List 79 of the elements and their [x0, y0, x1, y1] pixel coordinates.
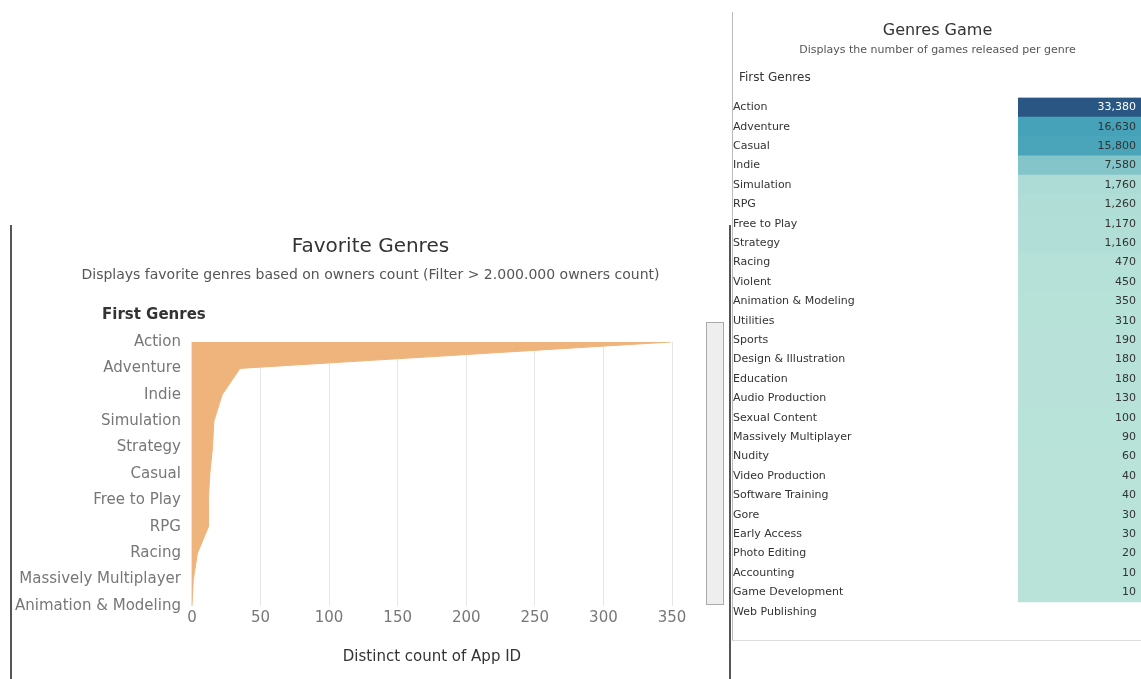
y-tick-label: Racing — [130, 543, 181, 562]
data-label: 310 — [1115, 313, 1136, 327]
y-axis-title: First Genres — [102, 305, 206, 323]
y-axis-title: First Genres — [739, 70, 811, 84]
y-tick-label: Nudity — [733, 449, 770, 463]
data-label: 1,160 — [1104, 235, 1136, 249]
x-tick-label: 100 — [314, 607, 344, 626]
y-tick-label: Sports — [733, 332, 769, 346]
y-tick-label: Web Publishing — [733, 604, 817, 618]
y-tick-label: Simulation — [101, 411, 181, 430]
y-tick-label: Action — [733, 100, 768, 114]
data-label: 470 — [1115, 255, 1136, 269]
data-label: 30 — [1122, 507, 1136, 521]
data-label: 40 — [1122, 468, 1136, 482]
data-label: 350 — [1115, 294, 1136, 308]
y-tick-label: Early Access — [733, 526, 803, 540]
y-tick-label: Accounting — [733, 565, 795, 579]
y-tick-label: Utilities — [733, 313, 775, 327]
y-tick-label: Free to Play — [733, 216, 798, 230]
data-label: 100 — [1115, 410, 1136, 424]
y-tick-label: Sexual Content — [733, 410, 818, 424]
data-label: 1,260 — [1104, 197, 1136, 211]
y-tick-label: Adventure — [103, 358, 181, 377]
y-tick-label: Photo Editing — [733, 546, 807, 560]
y-tick-label: Animation & Modeling — [733, 294, 855, 308]
chart-title: Favorite Genres — [290, 233, 451, 257]
data-label: 1,760 — [1104, 177, 1136, 191]
y-tick-label: Strategy — [116, 437, 182, 456]
x-tick-label: 300 — [589, 607, 618, 626]
data-label: 33,380 — [1097, 100, 1136, 114]
y-tick-label: Indie — [733, 158, 761, 172]
y-tick-label: Audio Production — [733, 391, 827, 405]
y-tick-label: Massively Multiplayer — [733, 429, 853, 443]
x-tick-label: 0 — [187, 607, 197, 626]
y-tick-label: RPG — [149, 516, 181, 535]
data-label: 60 — [1122, 449, 1136, 463]
chart-title: Genres Game — [881, 20, 994, 39]
data-label: 10 — [1122, 565, 1136, 579]
data-label: 7,580 — [1104, 158, 1136, 172]
chart-subtitle: Displays favorite genres based on owners count (Filter > 2.000.000 owners count) — [80, 266, 661, 282]
data-label: 180 — [1115, 371, 1136, 385]
y-tick-label: Education — [733, 371, 788, 385]
y-tick-label: Casual — [733, 138, 770, 152]
y-tick-label: Video Production — [733, 468, 826, 482]
data-label: 20 — [1122, 546, 1136, 560]
x-tick-label: 250 — [520, 607, 550, 626]
y-tick-label: Free to Play — [93, 490, 182, 509]
y-tick-label: Adventure — [733, 119, 791, 133]
y-tick-label: Animation & Modeling — [15, 595, 181, 614]
data-label: 130 — [1115, 391, 1136, 405]
y-tick-label: Casual — [130, 463, 181, 482]
y-tick-label: Racing — [733, 255, 771, 269]
y-tick-label: Indie — [144, 384, 181, 403]
data-label: 90 — [1122, 429, 1136, 443]
data-label: 180 — [1115, 352, 1136, 366]
y-tick-label: Strategy — [733, 235, 781, 249]
y-tick-label: Violent — [733, 274, 772, 288]
y-tick-label: Massively Multiplayer — [19, 569, 182, 588]
y-tick-label: Gore — [733, 507, 760, 521]
data-label: 40 — [1122, 488, 1136, 502]
x-tick-label: 150 — [383, 607, 412, 626]
x-tick-label: 350 — [657, 607, 687, 626]
data-label: 190 — [1115, 332, 1136, 346]
chart-subtitle: Displays the number of games released per genre — [798, 43, 1077, 56]
x-tick-label: 200 — [451, 607, 481, 626]
y-tick-label: RPG — [733, 197, 756, 211]
data-label: 450 — [1115, 274, 1136, 288]
data-label: 30 — [1122, 526, 1136, 540]
y-tick-label: Software Training — [733, 488, 829, 502]
data-label: 10 — [1122, 585, 1136, 599]
y-tick-label: Game Development — [733, 585, 844, 599]
data-label: 16,630 — [1097, 119, 1136, 133]
data-label: 1,170 — [1104, 216, 1136, 230]
x-tick-label: 50 — [250, 607, 271, 626]
y-tick-label: Simulation — [733, 177, 792, 191]
x-axis-title: Distinct count of App ID — [342, 646, 522, 665]
y-tick-label: Action — [133, 331, 181, 350]
y-tick-label: Design & Illustration — [733, 352, 846, 366]
data-label: 15,800 — [1097, 138, 1136, 152]
